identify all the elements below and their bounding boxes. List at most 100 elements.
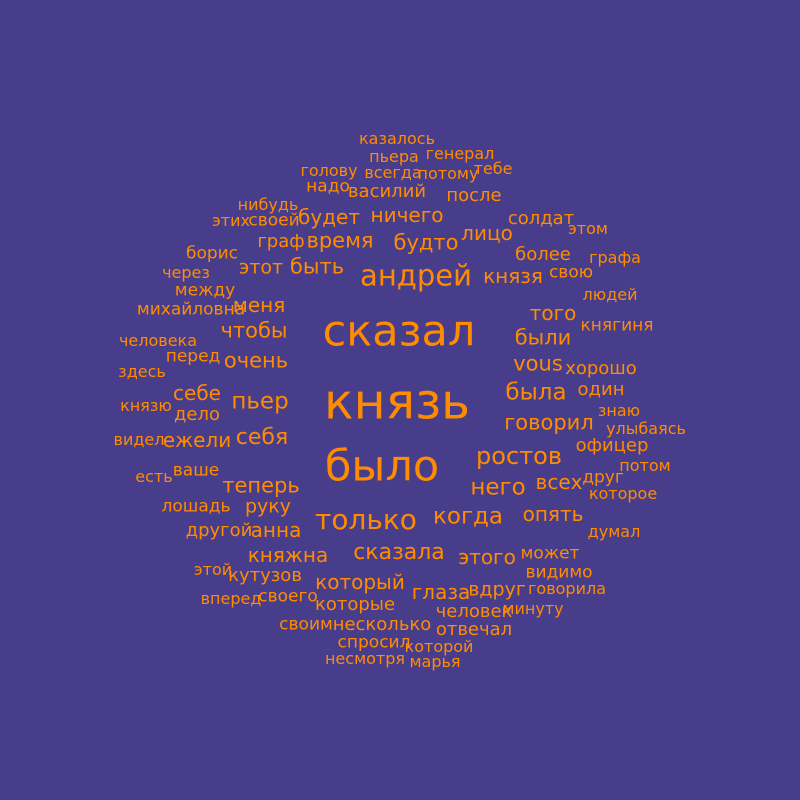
word: минуту [502, 599, 564, 618]
word: ваше [172, 460, 220, 481]
word: вперед [200, 589, 262, 608]
word: видел [113, 430, 165, 449]
word: другой [185, 520, 253, 541]
word: граф [257, 231, 305, 252]
word: после [446, 185, 502, 206]
word: руку [244, 495, 292, 518]
word: видимо [525, 562, 593, 583]
word: думал [587, 522, 641, 541]
word: более [515, 244, 571, 265]
word: анна [250, 518, 302, 542]
word: казалось [358, 129, 436, 148]
word: сказал [322, 306, 476, 357]
word: перед [165, 346, 221, 367]
word: улыбаясь [606, 419, 686, 438]
word: которое [588, 484, 658, 503]
word: знаю [597, 401, 641, 420]
word: этом [568, 219, 608, 238]
word: хорошо [565, 358, 637, 379]
word: этих [212, 211, 250, 230]
word: лошадь [161, 496, 231, 517]
word: только [315, 503, 417, 536]
word: этой [193, 560, 233, 579]
word: глаза [411, 580, 471, 604]
word: которой [404, 637, 474, 656]
word: княжна [247, 543, 329, 567]
word: тебе [473, 159, 513, 178]
word: себя [235, 425, 289, 450]
word: была [505, 379, 567, 406]
word: надо [306, 176, 350, 197]
word: vous [513, 351, 563, 376]
word: человек [435, 601, 513, 622]
word: нибудь [237, 195, 299, 214]
word: отвечал [435, 619, 513, 640]
word: борис [185, 243, 239, 264]
word: сказала [353, 540, 445, 565]
word: когда [432, 503, 504, 530]
word: свою [548, 262, 594, 283]
word: голову [300, 161, 358, 180]
word: меня [232, 293, 286, 317]
word: себе [173, 381, 221, 405]
word: всегда [364, 163, 422, 182]
word: князь [323, 373, 471, 431]
word: лицо [461, 221, 513, 245]
word: теперь [222, 473, 300, 498]
word: будто [393, 230, 459, 255]
word: ничего [370, 203, 444, 227]
word: через [162, 263, 210, 282]
word: быть [289, 254, 345, 279]
word: будет [298, 205, 360, 229]
word: генерал [425, 144, 495, 163]
word: кутузов [228, 565, 302, 586]
word: своим [279, 614, 333, 635]
word: князя [483, 264, 543, 288]
word: потому [417, 164, 479, 183]
word: здесь [118, 362, 166, 381]
word: ежели [162, 428, 232, 452]
word: было [324, 441, 440, 492]
word: один [577, 379, 625, 400]
word: того [529, 301, 577, 325]
word: михайловна [136, 299, 246, 320]
word: офицер [575, 435, 649, 456]
word: василий [347, 181, 427, 202]
word: вдруг [468, 578, 526, 601]
word: опять [522, 502, 584, 526]
word: этого [458, 545, 516, 569]
word: графа [589, 248, 641, 267]
word: всех [535, 470, 583, 494]
word: человека [118, 331, 198, 350]
word: чтобы [220, 318, 288, 343]
word: людей [582, 285, 638, 304]
word: своей [248, 210, 300, 231]
word: были [514, 325, 572, 350]
word: несмотря [324, 649, 406, 668]
word: говорил [504, 410, 594, 435]
word: которые [314, 594, 396, 615]
word: друг [582, 467, 624, 488]
word: княгиня [580, 315, 654, 336]
word: солдат [507, 208, 575, 229]
word: своего [258, 586, 318, 607]
word: андрей [360, 258, 472, 293]
word: есть [135, 467, 173, 486]
word: несколько [332, 614, 432, 635]
word: может [520, 543, 580, 564]
word: марья [409, 652, 461, 671]
word: который [315, 570, 405, 594]
word: князю [120, 396, 172, 415]
word: пьера [369, 147, 419, 166]
word: ростов [476, 442, 562, 470]
word: время [306, 228, 374, 253]
word: этот [238, 256, 284, 279]
word: говорила [528, 579, 606, 598]
word: него [470, 474, 526, 501]
word: между [174, 280, 236, 301]
word: дело [173, 404, 221, 425]
word: потом [619, 456, 671, 475]
word: спросил [337, 632, 411, 653]
word: пьер [231, 388, 289, 415]
